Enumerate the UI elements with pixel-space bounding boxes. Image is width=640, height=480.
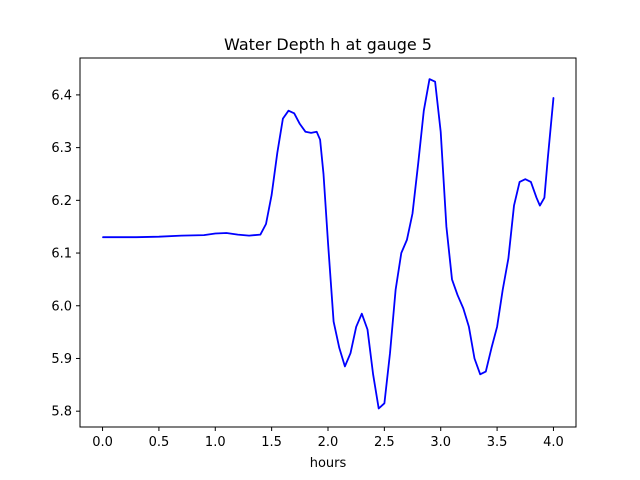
series-points [102, 78, 554, 410]
data-point [361, 313, 363, 315]
x-tick-label: 3.0 [430, 435, 451, 450]
data-point [552, 97, 554, 99]
data-point [524, 178, 526, 180]
data-point [180, 235, 182, 237]
data-point [378, 408, 380, 410]
data-point [428, 78, 430, 80]
data-point [547, 157, 549, 159]
data-point [395, 289, 397, 291]
data-point [543, 197, 545, 199]
y-tick-label: 6.0 [51, 299, 72, 314]
data-point [355, 326, 357, 328]
data-point [496, 326, 498, 328]
data-point [412, 213, 414, 215]
data-point [288, 110, 290, 112]
data-point [333, 321, 335, 323]
data-point [474, 357, 476, 359]
data-point [203, 234, 205, 236]
data-point [507, 257, 509, 259]
data-point [214, 233, 216, 235]
x-tick-label: 0.0 [92, 435, 113, 450]
y-axis-ticks: 5.8 5.9 6.0 6.1 6.2 6.3 6.4 [51, 88, 80, 420]
x-axis-ticks: 0.0 0.5 1.0 1.5 2.0 2.5 3.0 3.5 4.0 [92, 427, 564, 450]
data-point [513, 205, 515, 207]
data-point [536, 197, 538, 199]
y-tick-label: 6.1 [51, 247, 72, 262]
data-point [490, 347, 492, 349]
data-point [530, 181, 532, 183]
data-point [406, 239, 408, 241]
series-line [102, 78, 555, 410]
data-point [423, 110, 425, 112]
x-tick-label: 2.0 [318, 435, 339, 450]
data-point [135, 236, 137, 238]
data-point [282, 118, 284, 120]
x-tick-label: 0.5 [149, 435, 170, 450]
data-point [102, 236, 104, 238]
data-point [434, 81, 436, 83]
data-point [310, 132, 312, 134]
data-point [462, 307, 464, 309]
data-point [319, 139, 321, 141]
data-point [350, 352, 352, 354]
data-point [539, 205, 541, 207]
data-point [451, 278, 453, 280]
data-point [457, 294, 459, 296]
y-tick-label: 5.8 [51, 405, 72, 420]
data-point [502, 289, 504, 291]
data-point [271, 194, 273, 196]
x-tick-label: 1.5 [261, 435, 282, 450]
data-point [158, 236, 160, 238]
data-point [259, 234, 261, 236]
data-point [479, 373, 481, 375]
x-tick-label: 3.5 [487, 435, 508, 450]
data-point [440, 131, 442, 133]
y-tick-label: 6.2 [51, 194, 72, 209]
data-point [304, 131, 306, 133]
data-point [383, 402, 385, 404]
x-axis-label: hours [310, 456, 347, 471]
data-point [316, 131, 318, 133]
data-point [299, 123, 301, 125]
y-tick-label: 6.3 [51, 141, 72, 156]
data-point [366, 328, 368, 330]
data-point [265, 223, 267, 225]
data-point [248, 235, 250, 237]
data-point [400, 252, 402, 254]
data-point [445, 226, 447, 228]
data-point [327, 242, 329, 243]
y-tick-label: 5.9 [51, 352, 72, 367]
data-point [237, 234, 239, 236]
data-point [338, 347, 340, 349]
data-point [389, 352, 391, 354]
data-point [276, 152, 278, 154]
data-point [322, 173, 324, 175]
x-tick-label: 2.5 [374, 435, 395, 450]
data-point [485, 371, 487, 373]
data-point [226, 232, 228, 234]
x-tick-label: 4.0 [543, 435, 564, 450]
data-point [372, 373, 374, 375]
chart-title: Water Depth h at gauge 5 [224, 35, 432, 54]
data-point [417, 162, 419, 164]
data-point [293, 112, 295, 114]
data-point [468, 326, 470, 328]
data-point [519, 181, 521, 183]
y-tick-label: 6.4 [51, 88, 72, 103]
x-tick-label: 1.0 [205, 435, 226, 450]
data-point [344, 365, 346, 367]
